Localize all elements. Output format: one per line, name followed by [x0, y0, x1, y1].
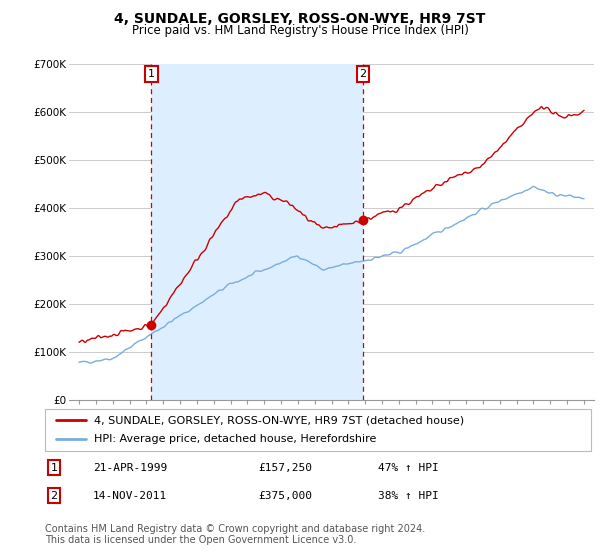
Text: 21-APR-1999: 21-APR-1999	[93, 463, 167, 473]
Text: 2: 2	[50, 491, 58, 501]
Text: 1: 1	[148, 69, 155, 79]
Text: £157,250: £157,250	[258, 463, 312, 473]
Text: Price paid vs. HM Land Registry's House Price Index (HPI): Price paid vs. HM Land Registry's House …	[131, 24, 469, 36]
Text: 47% ↑ HPI: 47% ↑ HPI	[378, 463, 439, 473]
Text: 38% ↑ HPI: 38% ↑ HPI	[378, 491, 439, 501]
Text: HPI: Average price, detached house, Herefordshire: HPI: Average price, detached house, Here…	[94, 435, 377, 445]
Text: 1: 1	[50, 463, 58, 473]
Text: 14-NOV-2011: 14-NOV-2011	[93, 491, 167, 501]
Text: 4, SUNDALE, GORSLEY, ROSS-ON-WYE, HR9 7ST: 4, SUNDALE, GORSLEY, ROSS-ON-WYE, HR9 7S…	[115, 12, 485, 26]
Text: 2: 2	[359, 69, 367, 79]
Text: £375,000: £375,000	[258, 491, 312, 501]
Bar	[151, 64, 363, 400]
Text: 4, SUNDALE, GORSLEY, ROSS-ON-WYE, HR9 7ST (detached house): 4, SUNDALE, GORSLEY, ROSS-ON-WYE, HR9 7S…	[94, 415, 464, 425]
Text: Contains HM Land Registry data © Crown copyright and database right 2024.
This d: Contains HM Land Registry data © Crown c…	[45, 524, 425, 545]
